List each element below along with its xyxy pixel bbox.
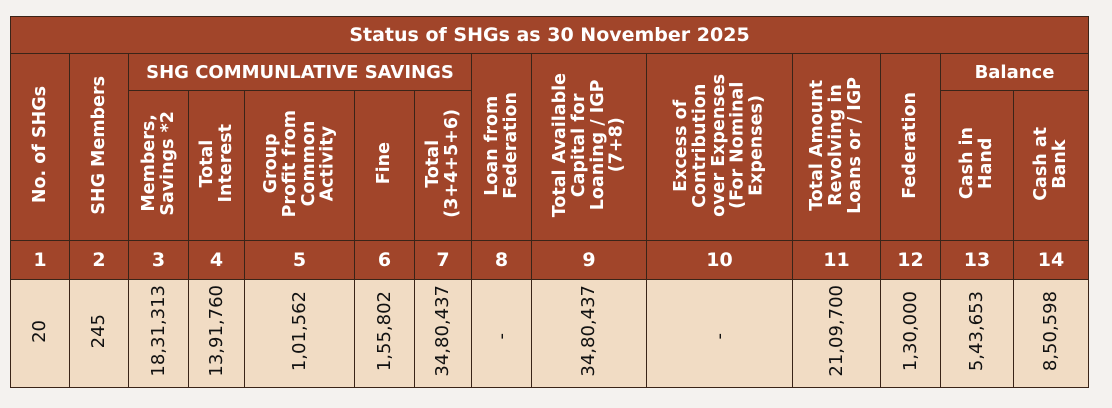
- column-number: 8: [471, 240, 532, 280]
- column-number-row: 1 2 3 4 5 6 7 8 9 10 11 12 13 14: [10, 240, 1089, 280]
- header-no-of-shgs: No. of SHGs: [10, 53, 70, 241]
- value-cell: 34,80,437: [414, 279, 472, 388]
- value-cell: 245: [69, 279, 129, 388]
- column-number: 4: [188, 240, 245, 280]
- column-number: 13: [940, 240, 1014, 280]
- value-cell: 1,01,562: [244, 279, 355, 388]
- header-shg-members: SHG Members: [69, 53, 129, 241]
- header-total-amount-revolving: Total Amount Revolving in Loans or / IGP: [792, 53, 881, 241]
- shg-status-table: Status of SHGs as 30 November 2025 No. o…: [10, 16, 1089, 388]
- header-excess-of-contribution: Excess of Contribution over Expenses (Fo…: [646, 53, 793, 241]
- value-cell: 8,50,598: [1013, 279, 1089, 388]
- value-cell: 18,31,313: [128, 279, 189, 388]
- header-cash-in-hand: Cash in Hand: [940, 90, 1014, 241]
- column-number: 3: [128, 240, 189, 280]
- value-cell: 1,30,000: [880, 279, 941, 388]
- column-number: 6: [354, 240, 415, 280]
- table-title: Status of SHGs as 30 November 2025: [10, 16, 1089, 54]
- column-number: 1: [10, 240, 70, 280]
- header-members-savings: Members, Savings *2: [128, 90, 189, 241]
- column-number: 11: [792, 240, 881, 280]
- value-cell: 34,80,437: [531, 279, 647, 388]
- table-row: 20 245 18,31,313 13,91,760 1,01,562 1,55…: [10, 279, 1089, 388]
- header-total-available-capital: Total Available Capital for Loaning / IG…: [531, 53, 647, 241]
- column-number: 9: [531, 240, 647, 280]
- column-number: 14: [1013, 240, 1089, 280]
- value-cell: 1,55,802: [354, 279, 415, 388]
- header-fine: Fine: [354, 90, 415, 241]
- group-header-balance: Balance: [940, 53, 1089, 91]
- value-cell: 13,91,760: [188, 279, 245, 388]
- value-cell: 5,43,653: [940, 279, 1014, 388]
- column-number: 12: [880, 240, 941, 280]
- column-number: 2: [69, 240, 129, 280]
- header-total-savings: Total (3+4+5+6): [414, 90, 472, 241]
- column-number: 7: [414, 240, 472, 280]
- header-federation: Federation: [880, 53, 941, 241]
- column-number: 5: [244, 240, 355, 280]
- header-loan-from-federation: Loan from Federation: [471, 53, 532, 241]
- header-cash-at-bank: Cash at Bank: [1013, 90, 1089, 241]
- header-group-profit: Group Profit from Common Activity: [244, 90, 355, 241]
- column-number: 10: [646, 240, 793, 280]
- value-cell: 20: [10, 279, 70, 388]
- value-cell: -: [646, 279, 793, 388]
- header-total-interest: Total Interest: [188, 90, 245, 241]
- group-header-savings: SHG COMMUNLATIVE SAVINGS: [128, 53, 472, 91]
- value-cell: -: [471, 279, 532, 388]
- value-cell: 21,09,700: [792, 279, 881, 388]
